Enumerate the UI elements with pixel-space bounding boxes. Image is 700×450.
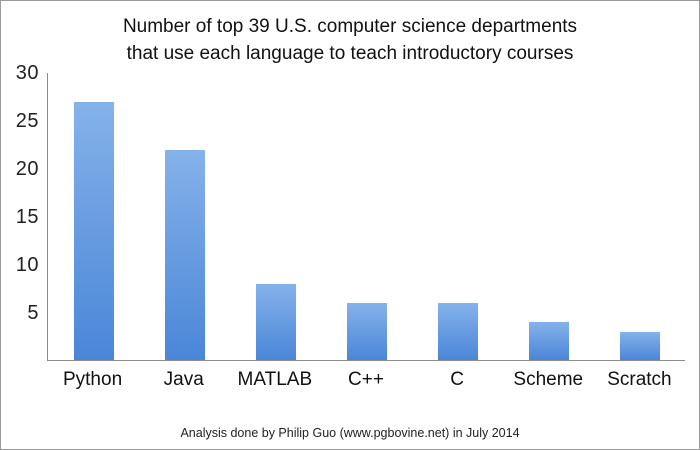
x-label-java: Java bbox=[163, 369, 204, 391]
bar-slot-c bbox=[412, 73, 503, 361]
chart-area: 5 10 15 20 25 30 bbox=[7, 63, 685, 362]
bar-c bbox=[346, 302, 387, 361]
y-tick-label-5: 5 bbox=[27, 302, 39, 325]
y-tick-label-10: 10 bbox=[15, 254, 39, 277]
x-axis-labels: Python Java MATLAB C++ C Scheme Scratch bbox=[47, 369, 685, 391]
attribution-text: Analysis done by Philip Guo (www.pgbovin… bbox=[180, 426, 520, 440]
chart-title-line1: Number of top 39 U.S. computer science d… bbox=[122, 16, 578, 37]
bar-slot-c bbox=[321, 73, 412, 361]
bar-scheme bbox=[528, 321, 569, 361]
bar-slot-java bbox=[139, 73, 230, 361]
chart-title-line2: that use each language to teach introduc… bbox=[126, 42, 574, 64]
bar-python bbox=[73, 101, 114, 361]
x-label-scratch: Scratch bbox=[607, 369, 672, 391]
y-tick-label-30: 30 bbox=[15, 62, 39, 85]
plot-area bbox=[47, 73, 685, 362]
x-label-scheme: Scheme bbox=[513, 369, 584, 391]
x-label-python: Python bbox=[62, 369, 123, 391]
bar-slot-matlab bbox=[230, 73, 321, 361]
y-tick-label-15: 15 bbox=[15, 206, 39, 229]
bar-c bbox=[437, 302, 478, 361]
x-label-matlab: MATLAB bbox=[237, 369, 313, 391]
chart-title: Number of top 39 U.S. computer science d… bbox=[1, 14, 699, 67]
bar-slot-scratch bbox=[594, 73, 685, 361]
y-axis: 5 10 15 20 25 30 bbox=[7, 63, 47, 361]
bar-slot-python bbox=[48, 73, 139, 361]
y-tick-label-20: 20 bbox=[15, 158, 39, 181]
x-label-c: C bbox=[450, 369, 464, 391]
bar-slot-scheme bbox=[503, 73, 594, 361]
y-tick-label-25: 25 bbox=[15, 110, 39, 133]
x-label-c: C++ bbox=[348, 369, 384, 391]
bar-java bbox=[164, 149, 205, 361]
bar-scratch bbox=[619, 331, 660, 361]
bar-matlab bbox=[255, 283, 296, 361]
